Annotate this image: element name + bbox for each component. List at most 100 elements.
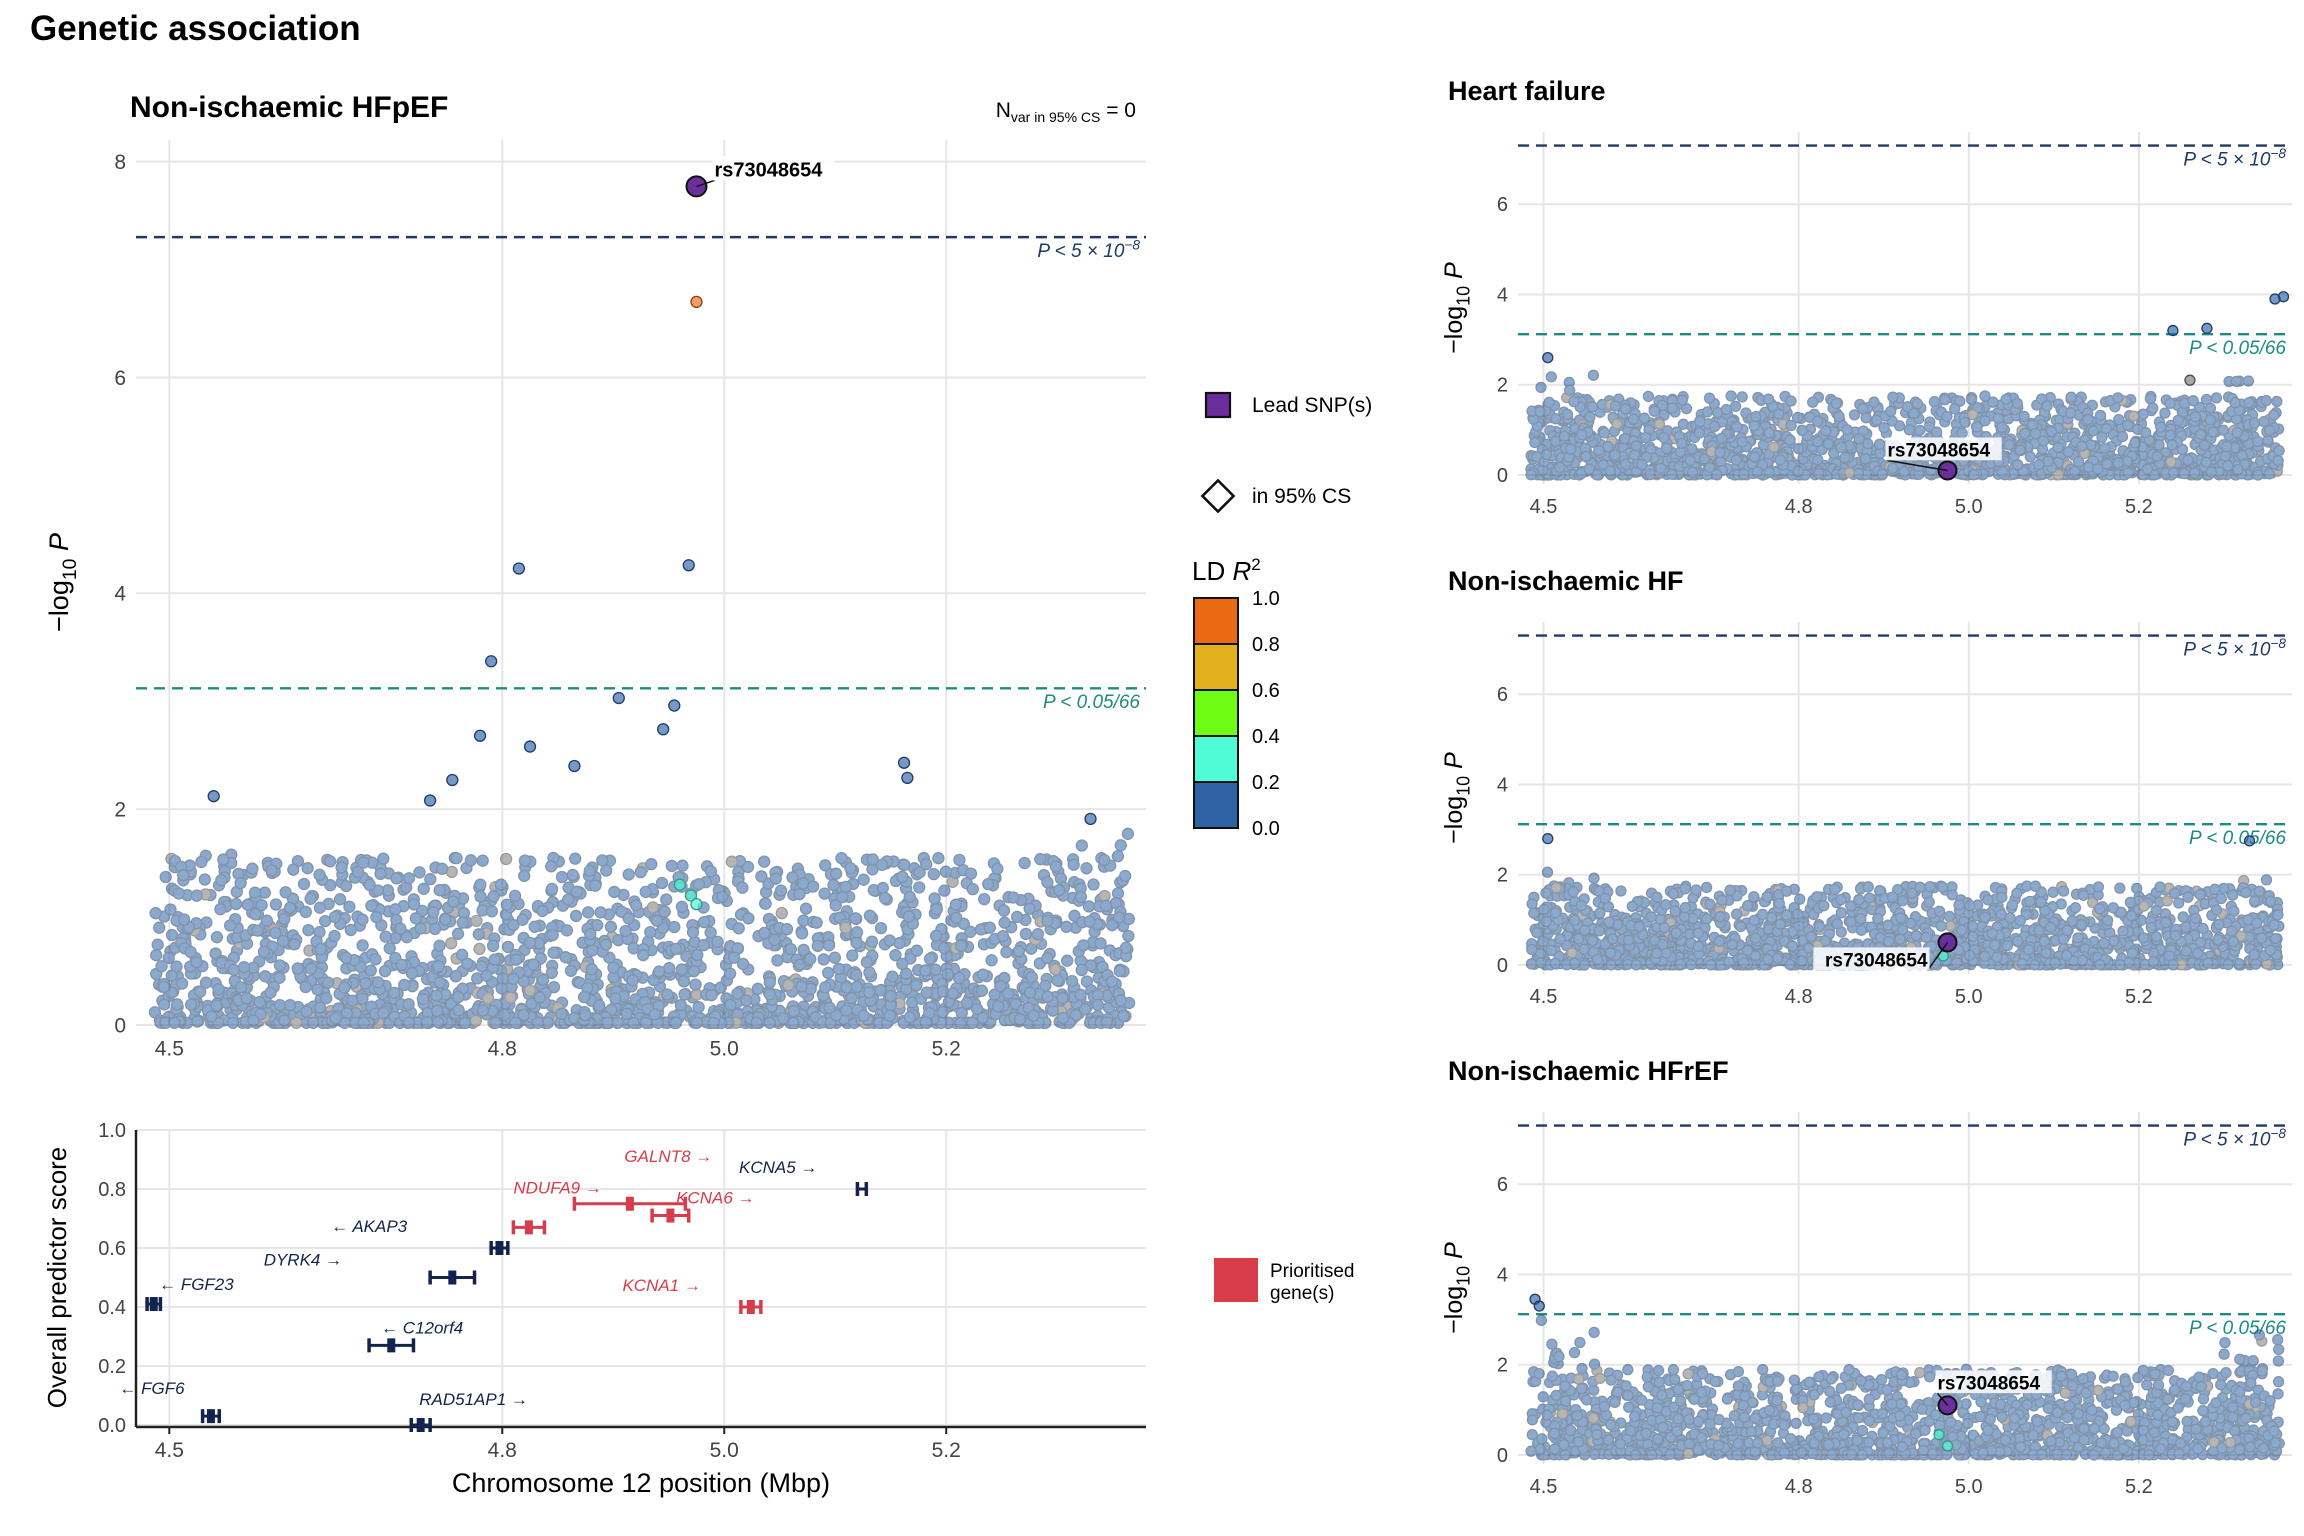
variant-point xyxy=(2231,426,2243,439)
variant-point xyxy=(474,878,487,891)
variant-point xyxy=(260,914,274,927)
variant-point xyxy=(475,960,488,973)
variant-point xyxy=(194,985,207,998)
variant-point xyxy=(2112,392,2124,404)
variant-point xyxy=(516,913,529,926)
x-tick-label: 5.0 xyxy=(710,1037,739,1060)
variant-point xyxy=(1996,891,2008,903)
variant-point xyxy=(485,655,498,668)
variant-point xyxy=(377,1006,390,1020)
variant-point xyxy=(835,851,848,865)
variant-point xyxy=(1658,922,1671,934)
variant-point xyxy=(1580,450,1592,463)
y-tick-label: 6 xyxy=(114,367,126,390)
variant-point xyxy=(689,978,702,991)
variant-point xyxy=(2166,439,2178,451)
variant-point xyxy=(639,1016,653,1029)
variant-point xyxy=(1584,411,1596,423)
variant-point xyxy=(229,897,243,911)
variant-point xyxy=(485,905,499,918)
variant-point xyxy=(1034,853,1047,866)
variant-point xyxy=(518,869,531,883)
variant-point xyxy=(248,886,262,899)
variant-point xyxy=(1648,405,1660,417)
variant-point xyxy=(568,759,581,773)
variant-point xyxy=(536,973,550,987)
variant-point xyxy=(857,1009,870,1022)
variant-point xyxy=(300,1005,313,1018)
variant-point xyxy=(1084,812,1097,826)
variant-point xyxy=(850,936,863,949)
variant-point xyxy=(2065,391,2077,403)
variant-point xyxy=(1848,409,1861,421)
variant-point xyxy=(2096,431,2108,443)
variant-point xyxy=(784,942,797,956)
variant-point xyxy=(596,854,609,867)
variant-point xyxy=(413,866,426,879)
variant-point xyxy=(1619,403,1632,415)
variant-point xyxy=(545,882,559,896)
variant-point xyxy=(536,904,549,918)
variant-point xyxy=(2052,442,2064,454)
x-tick-label: 5.2 xyxy=(2125,986,2153,1008)
variant-point xyxy=(2122,467,2134,479)
variant-point xyxy=(481,992,495,1005)
variant-point xyxy=(1121,827,1135,840)
variant-point xyxy=(1750,410,1762,423)
variant-point xyxy=(2019,427,2031,440)
variant-point xyxy=(178,913,191,926)
variant-point xyxy=(1785,419,1797,432)
variant-point xyxy=(494,878,508,891)
variant-point xyxy=(920,986,933,999)
variant-point xyxy=(690,295,703,309)
variant-point xyxy=(420,1016,434,1029)
threshold-label: P < 5 × 10−8 xyxy=(1037,237,1140,262)
variant-point xyxy=(1813,921,1826,933)
variant-point xyxy=(682,559,695,572)
variant-point xyxy=(1119,941,1133,954)
variant-point xyxy=(1676,394,1688,406)
x-tick-label: 4.5 xyxy=(1530,496,1558,518)
variant-point xyxy=(512,562,526,575)
variant-point xyxy=(452,990,465,1004)
variant-point xyxy=(359,977,372,990)
variant-point xyxy=(723,967,737,980)
variant-point xyxy=(1968,469,1980,481)
variant-point xyxy=(1812,454,1824,466)
variant-point xyxy=(170,998,184,1011)
variant-point xyxy=(991,862,1004,875)
variant-point xyxy=(162,951,175,965)
variant-point xyxy=(886,970,899,983)
variant-point xyxy=(168,1016,181,1029)
variant-point xyxy=(690,1016,704,1029)
variant-point xyxy=(1768,441,1780,453)
variant-point xyxy=(1041,914,1054,928)
variant-point xyxy=(474,890,487,903)
variant-point xyxy=(690,897,703,911)
variant-point xyxy=(875,858,889,871)
panel-title: Heart failure xyxy=(1448,76,1606,106)
variant-point xyxy=(1075,963,1088,977)
variant-point xyxy=(1868,396,1880,408)
variant-point xyxy=(818,887,831,900)
variant-point xyxy=(863,909,877,922)
variant-point xyxy=(1676,437,1688,449)
variant-point xyxy=(407,898,421,911)
variant-point xyxy=(1763,427,1775,439)
variant-point xyxy=(2024,895,2036,908)
variant-point xyxy=(844,862,857,875)
variant-point xyxy=(2045,425,2058,438)
y-tick-label: 2 xyxy=(1497,865,1508,887)
variant-point xyxy=(569,909,583,923)
variant-point xyxy=(660,893,673,906)
variant-point xyxy=(175,977,189,990)
variant-point xyxy=(278,1014,291,1027)
variant-point xyxy=(2189,467,2201,479)
variant-point xyxy=(1098,854,1111,867)
variant-point xyxy=(324,855,337,868)
variant-point xyxy=(170,960,183,973)
variant-point xyxy=(675,900,689,913)
variant-point xyxy=(676,859,689,872)
variant-point xyxy=(1736,391,1748,403)
variant-point xyxy=(159,870,172,884)
